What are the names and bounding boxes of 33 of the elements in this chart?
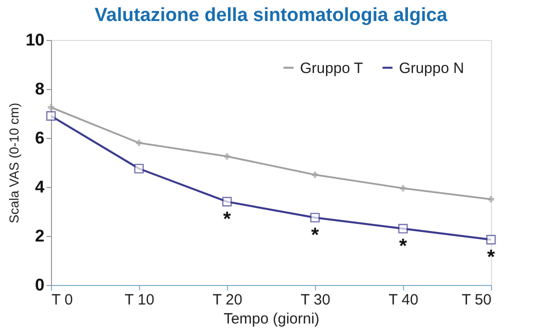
annotation: * [487,246,496,269]
x-tick-label: T 50 [462,292,492,308]
y-tick-label: 8 [35,80,44,98]
y-tick-label: 6 [35,128,44,148]
y-tick-label: 4 [35,178,46,196]
point [134,164,144,174]
point [136,140,142,146]
point [224,153,230,160]
chart-title: Valutazione della sintomatologia algica [94,5,448,26]
y-tick-label: 0 [35,276,44,294]
y-tick-label: 2 [35,226,44,246]
x-tick-label: T 30 [300,292,330,308]
point [46,111,56,121]
annotation: * [311,224,320,247]
x-tick-label: T 0 [52,292,73,308]
point [310,212,320,222]
point [312,172,318,178]
annotation: * [223,208,232,231]
y-axis-title: Scala VAS (0-10 cm) [6,102,22,224]
x-tick-label: T 20 [212,292,242,308]
annotation: * [399,236,408,258]
x-tick-label: T 40 [388,292,418,308]
point [398,224,408,234]
point [486,234,496,244]
x-axis-title: Tempo (giorni) [224,310,320,328]
point [48,104,54,111]
point [488,196,494,202]
point [222,196,232,206]
legend-label: Gruppo T [300,60,364,77]
legend-label: Gruppo N [399,60,464,77]
x-tick-label: T 10 [124,292,154,308]
point [400,185,406,192]
y-tick-label: 10 [26,30,44,50]
